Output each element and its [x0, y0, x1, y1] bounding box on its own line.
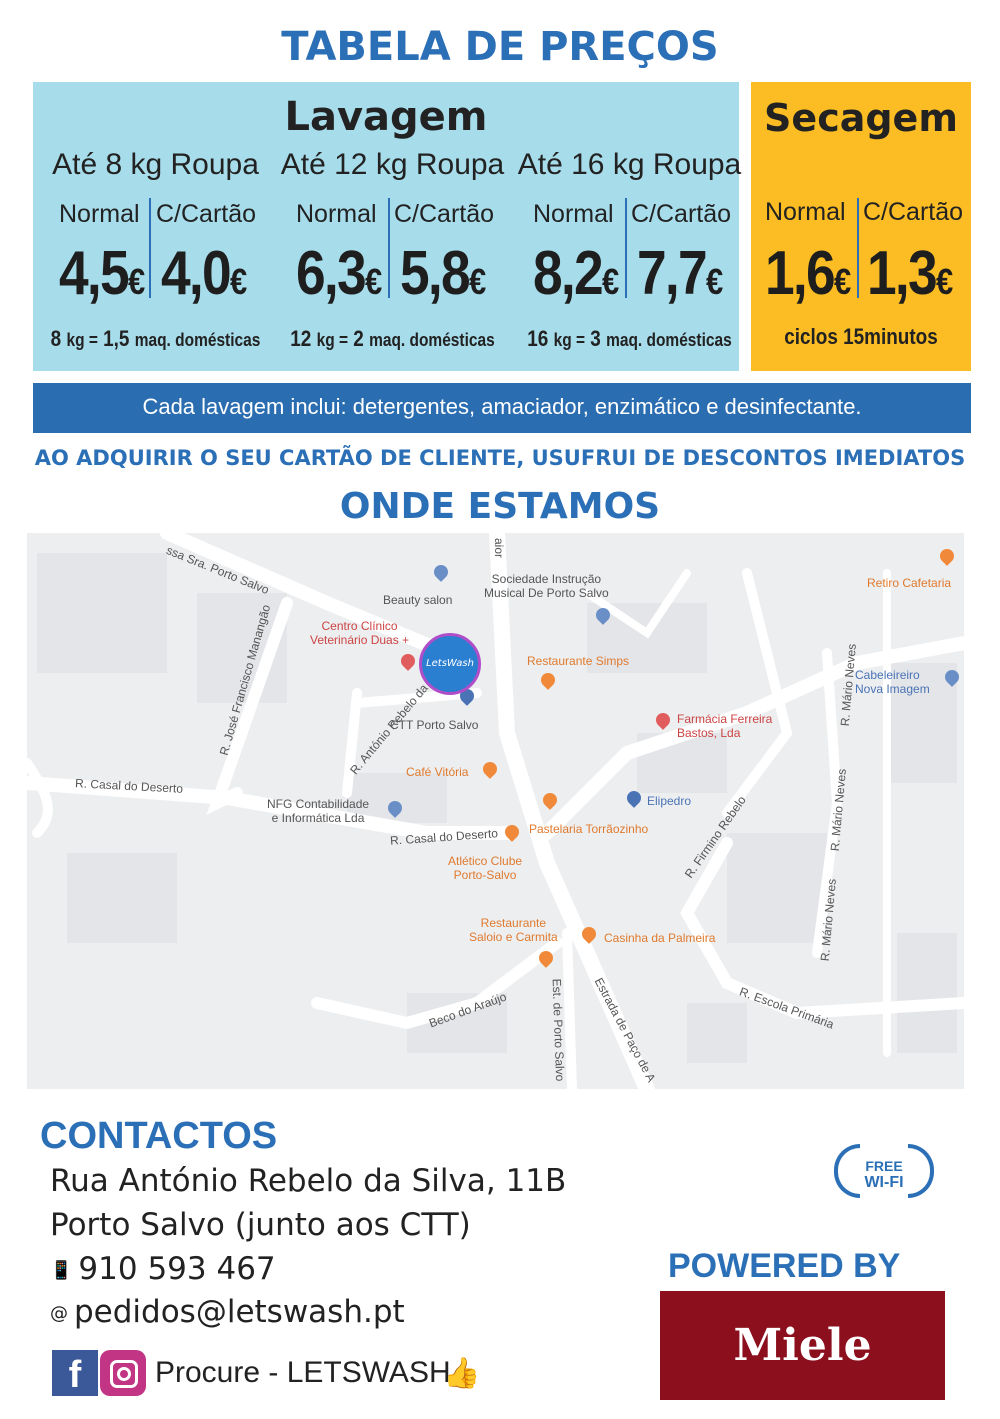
card-price: 4,0€: [161, 239, 248, 308]
map-label-casinha: Casinha da Palmeira: [604, 931, 716, 945]
instagram-icon[interactable]: [100, 1350, 146, 1396]
column-footer: 12 kg = 2 maq. domésticas: [290, 326, 495, 351]
letswash-marker-icon[interactable]: LetsWash: [419, 633, 481, 695]
email-row[interactable]: @ pedidos@letswash.pt: [50, 1294, 405, 1330]
card-price: 5,8€: [400, 239, 487, 308]
phone-number: 910 593 467: [78, 1251, 276, 1287]
map-label-farmacia: Farmácia Ferreira Bastos, Lda: [677, 712, 773, 740]
wifi-line-1: FREE: [865, 1158, 903, 1174]
social-search-text: Procure - LETSWASH: [155, 1356, 451, 1389]
location-map[interactable]: Beauty salon Sociedade Instrução Musical…: [27, 533, 964, 1089]
phone-row[interactable]: 📱 910 593 467: [50, 1251, 276, 1287]
column-divider: [388, 198, 390, 298]
column-footer: 16 kg = 3 maq. domésticas: [527, 326, 732, 351]
map-label-aior: aior: [492, 537, 507, 559]
facebook-icon[interactable]: f: [52, 1350, 98, 1396]
map-label-retiro: Retiro Cafetaria: [867, 576, 952, 590]
lavagem-title: Lavagem: [284, 94, 488, 140]
address-line-2: Porto Salvo (junto aos CTT): [50, 1207, 471, 1243]
map-label-simps: Restaurante Simps: [527, 654, 630, 668]
powered-by-label: POWERED BY: [668, 1247, 901, 1285]
miele-logo: Miele: [660, 1291, 945, 1400]
thumbs-up-icon: 👍: [443, 1356, 481, 1391]
location-title: ONDE ESTAMOS: [339, 486, 661, 527]
includes-banner: Cada lavagem inclui: detergentes, amacia…: [33, 383, 971, 433]
letswash-marker-label: LetsWash: [426, 658, 474, 669]
address-line-1: Rua António Rebelo da Silva, 11B: [50, 1163, 567, 1199]
column-footer: 8 kg = 1,5 maq. domésticas: [50, 326, 261, 351]
map-label-nfg: NFG Contabilidade e Informática Lda: [267, 797, 370, 825]
map-label-atletico: Atlético Clube Porto-Salvo: [448, 854, 523, 882]
normal-price: 6,3€: [296, 239, 383, 308]
card-label: C/Cartão: [863, 198, 964, 226]
normal-price: 8,2€: [533, 239, 620, 308]
column-title: Até 12 kg Roupa: [280, 148, 505, 181]
wifi-line-2: WI-FI: [864, 1174, 904, 1191]
column-divider: [149, 198, 151, 298]
card-label: C/Cartão: [156, 200, 257, 228]
free-wifi-badge: FREE WI-FI: [834, 1140, 934, 1198]
normal-label: Normal: [765, 198, 846, 226]
secagem-panel: Secagem Normal C/Cartão 1,6€ 1,3€ ciclos…: [751, 82, 971, 371]
map-label-sociedade: Sociedade Instrução Musical De Porto Sal…: [484, 572, 609, 600]
promo-text: AO ADQUIRIR O SEU CARTÃO DE CLIENTE, USU…: [34, 446, 966, 470]
email-address: pedidos@letswash.pt: [74, 1294, 405, 1330]
map-label-elipedro: Elipedro: [647, 794, 692, 808]
card-label: C/Cartão: [394, 200, 495, 228]
map-label-cabeleireiro: Cabeleireiro Nova Imagem: [855, 668, 930, 696]
map-label-ctt: CTT Porto Salvo: [390, 718, 479, 732]
column-divider: [625, 198, 627, 298]
at-icon: @: [50, 1303, 68, 1324]
map-label-pastelaria: Pastelaria Torrãozinho: [529, 822, 649, 836]
normal-label: Normal: [59, 200, 140, 228]
map-label-saloio: Restaurante Saloio e Carmita: [469, 916, 558, 944]
column-title: Até 8 kg Roupa: [52, 148, 259, 181]
column-title: Até 16 kg Roupa: [517, 148, 742, 181]
card-label: C/Cartão: [631, 200, 732, 228]
map-label-cafe: Café Vitória: [406, 765, 469, 779]
map-label-beauty: Beauty salon: [383, 593, 453, 607]
secagem-footer: ciclos 15minutos: [784, 324, 938, 349]
card-price: 1,3€: [867, 239, 954, 308]
normal-price: 1,6€: [765, 239, 852, 308]
contacts-title: CONTACTOS: [40, 1115, 278, 1157]
secagem-title: Secagem: [764, 96, 958, 140]
phone-icon: 📱: [50, 1260, 73, 1281]
normal-price: 4,5€: [59, 239, 146, 308]
column-divider: [857, 198, 859, 298]
map-streets: [27, 533, 964, 1089]
card-price: 7,7€: [637, 239, 724, 308]
page-title: TABELA DE PREÇOS: [281, 24, 719, 70]
map-label-centro: Centro Clínico Veterinário Duas +: [310, 619, 410, 647]
normal-label: Normal: [533, 200, 614, 228]
normal-label: Normal: [296, 200, 377, 228]
lavagem-panel: Lavagem Até 8 kg Roupa Normal C/Cartão 4…: [33, 82, 741, 371]
